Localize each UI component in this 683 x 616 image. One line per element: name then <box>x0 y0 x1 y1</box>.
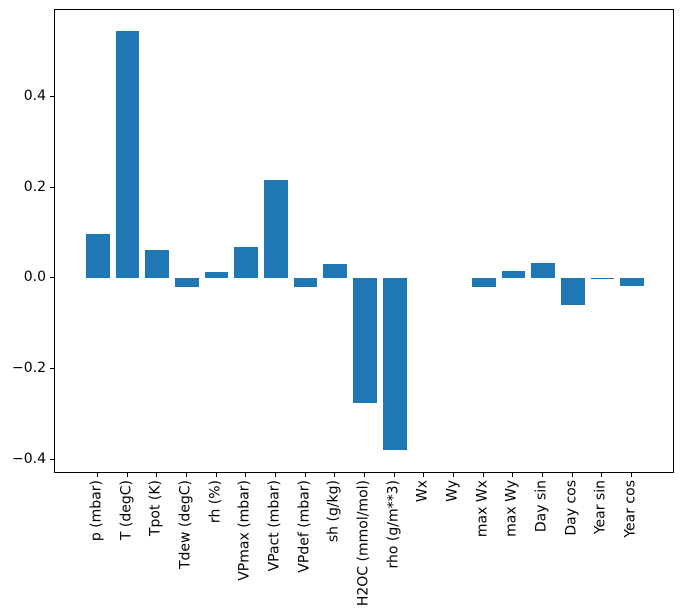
y-tick-label: 0.4 <box>23 88 46 105</box>
x-tick-label-sh-g-kg: sh (g/kg) <box>325 480 342 543</box>
x-axis-tick <box>542 473 544 477</box>
x-axis-tick <box>601 473 603 477</box>
bar-rh <box>204 272 229 279</box>
x-axis-tick <box>334 473 336 477</box>
y-axis-tick <box>50 458 54 460</box>
y-tick-label: −0.2 <box>12 359 46 376</box>
x-axis-tick <box>185 473 187 477</box>
y-axis-tick <box>50 186 54 188</box>
x-tick-label-t-degc: T (degC) <box>118 480 135 541</box>
x-tick-label-rho-g-m-3: rho (g/m**3) <box>385 480 402 569</box>
x-axis-tick <box>364 473 365 477</box>
x-tick-label-h2oc-mmol-mol: H2OC (mmol/mol) <box>355 480 372 607</box>
x-tick-label-vpmax-mbar: VPmax (mbar) <box>236 480 253 581</box>
x-axis-tick <box>274 473 276 477</box>
y-axis-tick <box>50 96 54 98</box>
x-axis-tick <box>245 473 247 477</box>
bar-sh-g-kg <box>323 263 348 279</box>
x-tick-label-vpdef-mbar: VPdef (mbar) <box>296 480 313 573</box>
bar-tpot-k <box>145 249 170 279</box>
x-axis-tick <box>631 473 633 477</box>
x-axis-tick <box>423 473 425 477</box>
x-axis-tick <box>126 473 128 477</box>
x-axis-tick <box>96 473 98 477</box>
x-tick-label-year-sin: Year sin <box>592 480 609 535</box>
x-tick-label-rh: rh (%) <box>207 480 224 524</box>
x-axis-tick <box>215 473 217 477</box>
x-axis-tick <box>482 473 484 477</box>
bar-vpmax-mbar <box>234 246 259 279</box>
plot-area <box>54 9 674 473</box>
y-tick-label: 0.2 <box>23 178 46 195</box>
bar-tdew-degc <box>175 278 199 288</box>
x-axis-tick <box>156 473 158 477</box>
bar-vpact-mbar <box>264 179 288 279</box>
y-axis-tick <box>50 277 54 279</box>
x-tick-label-day-sin: Day sin <box>533 480 550 533</box>
y-axis-tick <box>50 367 54 369</box>
x-tick-label-max-wy: max Wy <box>503 480 520 537</box>
x-axis-tick <box>512 473 514 477</box>
x-tick-label-vpact-mbar: VPact (mbar) <box>266 480 283 572</box>
x-tick-label-wy: Wy <box>444 480 461 502</box>
bar-t-degc <box>115 30 140 279</box>
bar-vpdef-mbar <box>293 278 318 288</box>
x-axis-tick <box>393 473 395 477</box>
x-tick-label-year-cos: Year cos <box>622 480 639 538</box>
x-axis-tick <box>571 473 573 477</box>
x-axis-tick <box>304 473 306 477</box>
bar-day-cos <box>560 278 585 306</box>
bar-h2oc-mmol-mol <box>353 278 377 403</box>
bar-max-wx <box>471 278 496 288</box>
bar-p-mbar <box>85 234 110 279</box>
bar-year-sin <box>590 277 615 279</box>
bar-year-cos <box>620 278 645 287</box>
x-tick-label-max-wx: max Wx <box>474 480 491 538</box>
x-axis-tick <box>453 473 455 477</box>
x-tick-label-wx: Wx <box>414 480 431 503</box>
bar-rho-g-m-3 <box>382 278 407 451</box>
bar-day-sin <box>531 263 555 279</box>
bar-max-wy <box>501 271 526 279</box>
y-tick-label: −0.4 <box>12 450 46 467</box>
x-tick-label-tdew-degc: Tdew (degC) <box>177 480 194 570</box>
x-tick-label-day-cos: Day cos <box>563 480 580 536</box>
y-tick-label: 0.0 <box>23 269 46 286</box>
x-tick-label-tpot-k: Tpot (K) <box>147 480 164 537</box>
x-tick-label-p-mbar: p (mbar) <box>88 480 105 542</box>
